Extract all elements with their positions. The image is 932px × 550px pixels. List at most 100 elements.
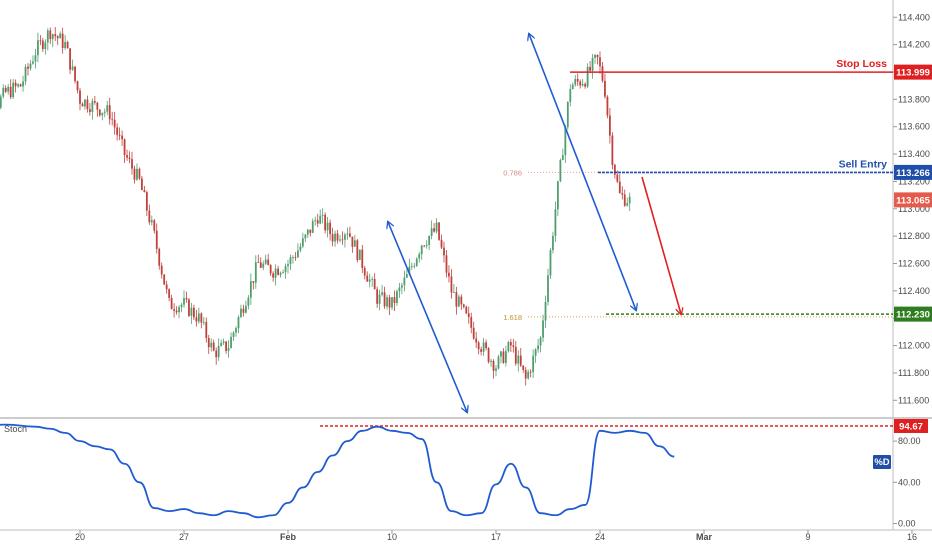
candle [252, 281, 255, 290]
candle-body [289, 257, 292, 265]
candle [477, 340, 480, 355]
candle [19, 83, 22, 87]
candle-body [529, 371, 532, 373]
stoch-tick-label: 80.00 [898, 436, 921, 446]
candle-body [462, 304, 465, 307]
candle-body [175, 310, 178, 313]
candle [613, 163, 616, 179]
candle [175, 306, 178, 315]
candle [4, 85, 7, 93]
candle [361, 244, 364, 274]
candle-body [581, 83, 584, 86]
candle [163, 274, 166, 286]
price-tick-label: 112.600 [898, 259, 930, 269]
candle-body [222, 341, 225, 344]
candle-body [623, 194, 626, 206]
badge-value: 94.67 [899, 421, 923, 432]
candle-body [155, 230, 158, 249]
candle [376, 286, 379, 308]
candle-body [361, 249, 364, 268]
candle [425, 240, 428, 249]
candle-body [49, 30, 52, 40]
time-tick-label: Feb [280, 532, 297, 542]
candle-body [544, 302, 547, 321]
stoch-series-tag: %D [873, 455, 891, 469]
price-axis[interactable]: 111.600111.800112.000112.200112.400112.6… [893, 12, 932, 405]
price-tick-label: 113.000 [898, 204, 930, 214]
candle [401, 282, 403, 295]
candle-body [460, 296, 463, 305]
candle-body [522, 365, 525, 370]
price-pane[interactable] [0, 27, 631, 386]
candle-body [569, 89, 572, 102]
candle [197, 307, 200, 324]
candle [126, 149, 128, 161]
candle-body [420, 245, 423, 255]
candle [628, 192, 631, 212]
candle-body [331, 234, 334, 242]
candle [554, 201, 557, 242]
candle [195, 309, 198, 327]
candle-body [111, 119, 114, 121]
candle-body [363, 267, 366, 276]
candle-body [324, 214, 327, 231]
candle [24, 64, 27, 85]
candle-body [539, 337, 542, 346]
stochastic-pane[interactable]: Stoch 0.00 40.00 80.00 94.67 %D [0, 418, 928, 529]
candle-body [128, 157, 131, 160]
candle [566, 101, 569, 130]
candle [428, 235, 431, 251]
candle [487, 347, 490, 364]
candle [557, 180, 559, 217]
candle [84, 98, 86, 110]
candle-body [301, 238, 304, 247]
candle [512, 338, 515, 353]
candle-body [207, 338, 210, 348]
candle [373, 273, 376, 290]
time-tick-label: 27 [179, 532, 189, 542]
candle [160, 262, 163, 279]
candle-body [32, 61, 34, 64]
candle-body [267, 259, 270, 266]
candle-body [507, 342, 510, 352]
price-tick-label: 111.800 [898, 368, 929, 378]
candle-body [393, 297, 396, 304]
candle [524, 367, 527, 386]
candle-body [599, 57, 601, 67]
candle-body [336, 233, 339, 241]
candle [59, 31, 62, 39]
candle-body [185, 298, 188, 300]
candle-body [299, 246, 302, 251]
candle-body [116, 127, 119, 135]
candle [334, 230, 336, 247]
stoch-name: Stoch [4, 424, 27, 434]
candle [415, 257, 418, 268]
candle-body [230, 336, 232, 349]
candle-body [217, 345, 220, 358]
fib-label: 0.786 [503, 168, 522, 177]
candle-body [450, 276, 453, 293]
candle [472, 321, 475, 340]
candle [596, 54, 599, 65]
candle-body [316, 220, 319, 224]
candle-body [235, 328, 237, 333]
time-tick-label: 9 [805, 532, 810, 542]
candle-body [148, 210, 151, 223]
candle-body [418, 254, 421, 259]
candle-body [121, 135, 123, 140]
time-axis[interactable]: 20 27 Feb 10 17 24 Mar 9 16 [75, 530, 917, 542]
candle-body [126, 155, 128, 158]
candle [274, 264, 277, 286]
candle [537, 338, 539, 353]
candle-body [292, 257, 294, 259]
candle-body [626, 203, 629, 206]
candle-body [205, 322, 208, 339]
badge-bg [894, 64, 932, 80]
candle [579, 79, 582, 89]
candle [284, 263, 287, 279]
candle-body [76, 81, 79, 91]
candle-body [557, 181, 559, 210]
badge-bg [894, 192, 932, 208]
candle-body [542, 320, 544, 338]
